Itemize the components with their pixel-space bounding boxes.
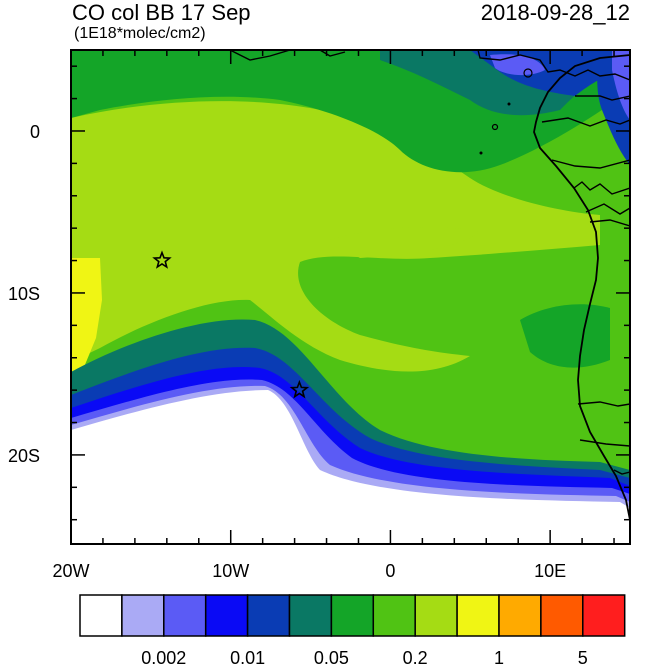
- colorbar-swatch: [79, 594, 123, 637]
- colorbar-label: 0.2: [403, 648, 428, 667]
- colorbar-swatch: [498, 594, 542, 637]
- colorbar-swatch: [540, 594, 584, 637]
- colorbar-swatch: [330, 594, 375, 637]
- x-tick-label: 20W: [52, 561, 89, 581]
- colorbar-swatch: [204, 594, 249, 637]
- colorbar-label: 0.01: [230, 648, 265, 667]
- map-title: CO col BB 17 Sep: [72, 0, 251, 25]
- y-tick-label: 20S: [8, 446, 40, 466]
- plot-frame: [70, 49, 631, 545]
- axis-ticks: [70, 50, 630, 544]
- x-tick-label: 10E: [534, 561, 566, 581]
- axis-labels: 20W 10W 0 10E 0 10S 20S: [8, 122, 566, 581]
- colorbar-swatch: [246, 594, 291, 637]
- star-marker-1: [152, 250, 172, 269]
- colorbar-swatch: [456, 594, 500, 637]
- colorbar-label: 5: [578, 648, 588, 667]
- colorbar-swatch: [288, 594, 333, 637]
- markers-layer: [152, 250, 310, 399]
- colorbar-swatch: [414, 594, 458, 637]
- colorbar-swatch: [121, 594, 165, 637]
- colorbar-swatch: [372, 594, 416, 637]
- timestamp-label: 2018-09-28_12: [480, 0, 630, 25]
- x-tick-label: 10W: [212, 561, 249, 581]
- star-marker-2: [289, 379, 310, 399]
- colorbar-label: 0.002: [141, 648, 186, 667]
- y-tick-label: 0: [30, 122, 40, 142]
- colorbar: 0.002 0.01 0.05 0.2 1 5: [79, 594, 626, 667]
- co-field: [71, 50, 630, 544]
- units-label: (1E18*molec/cm2): [74, 25, 206, 42]
- colorbar-label: 1: [494, 648, 504, 667]
- x-tick-label: 0: [385, 561, 395, 581]
- colorbar-swatch: [582, 594, 626, 637]
- colorbar-label: 0.05: [314, 648, 349, 667]
- y-tick-label: 10S: [8, 284, 40, 304]
- colorbar-swatch: [163, 594, 207, 637]
